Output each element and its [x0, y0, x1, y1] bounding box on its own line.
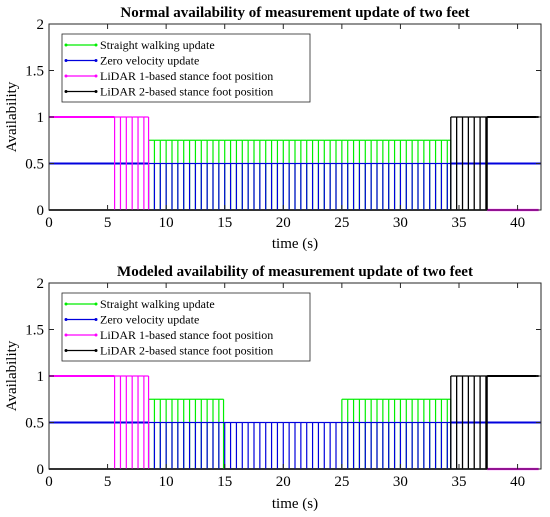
series-group	[49, 116, 541, 212]
x-tick-label: 40	[510, 474, 525, 490]
legend-label: Straight walking update	[100, 297, 215, 311]
y-tick-label: 2	[37, 17, 45, 33]
y-tick-label: 1.5	[25, 323, 44, 339]
y-axis-label: Availability	[4, 340, 20, 411]
legend-marker	[64, 349, 68, 352]
legend-label: LiDAR 1-based stance foot position	[100, 69, 273, 83]
x-tick-label: 40	[510, 215, 525, 231]
x-tick-label: 5	[104, 474, 112, 490]
chart-bottom: Modeled availability of measurement upda…	[4, 264, 542, 512]
legend-marker	[64, 59, 68, 62]
x-tick-label: 10	[159, 215, 174, 231]
legend-marker	[94, 318, 98, 321]
x-tick-label: 0	[45, 215, 53, 231]
x-tick-label: 5	[104, 215, 112, 231]
y-tick-label: 2	[37, 276, 45, 292]
x-tick-label: 15	[217, 474, 232, 490]
legend: Straight walking update Zero velocity upd…	[61, 33, 311, 103]
legend-box	[61, 292, 311, 362]
legend-marker	[94, 333, 98, 337]
y-tick-label: 0.5	[25, 416, 44, 432]
y-tick-label: 0	[37, 462, 45, 478]
legend-label: LiDAR 1-based stance foot position	[100, 328, 273, 342]
chart-title: Normal availability of measurement updat…	[120, 5, 469, 21]
legend-marker	[64, 302, 68, 306]
y-tick-label: 1	[37, 110, 45, 126]
legend-box	[61, 33, 311, 103]
legend-marker	[94, 43, 98, 47]
legend-label: LiDAR 2-based stance foot position	[100, 344, 273, 358]
legend-label: Zero velocity update	[100, 54, 199, 68]
x-tick-label: 0	[45, 474, 53, 490]
legend-marker	[64, 74, 68, 78]
legend-marker	[94, 349, 98, 352]
legend: Straight walking update Zero velocity upd…	[61, 292, 311, 362]
legend-marker	[94, 90, 98, 93]
y-tick-label: 1	[37, 369, 45, 385]
x-axis-label: time (s)	[272, 236, 318, 252]
legend-marker	[64, 90, 68, 93]
x-tick-label: 20	[276, 474, 291, 490]
legend-label: Straight walking update	[100, 38, 215, 52]
x-tick-label: 25	[334, 215, 349, 231]
legend-marker	[94, 302, 98, 306]
legend-marker	[94, 59, 98, 62]
series-group	[49, 375, 541, 471]
y-axis-label: Availability	[4, 81, 20, 152]
x-tick-label: 30	[393, 215, 408, 231]
y-tick-label: 0	[37, 203, 45, 219]
x-axis-label: time (s)	[272, 496, 318, 512]
legend-label: LiDAR 2-based stance foot position	[100, 85, 273, 99]
x-tick-label: 20	[276, 215, 291, 231]
x-tick-label: 35	[452, 474, 467, 490]
chart-title: Modeled availability of measurement upda…	[117, 264, 473, 280]
legend-marker	[94, 74, 98, 78]
x-tick-label: 25	[334, 474, 349, 490]
legend-marker	[64, 43, 68, 47]
legend-marker	[64, 333, 68, 337]
x-tick-label: 35	[452, 215, 467, 231]
chart-top: Normal availability of measurement updat…	[4, 5, 542, 252]
y-tick-label: 0.5	[25, 157, 44, 173]
legend-marker	[64, 318, 68, 321]
x-tick-label: 10	[159, 474, 174, 490]
legend-label: Zero velocity update	[100, 313, 199, 327]
x-tick-label: 15	[217, 215, 232, 231]
x-tick-label: 30	[393, 474, 408, 490]
y-tick-label: 1.5	[25, 64, 44, 80]
